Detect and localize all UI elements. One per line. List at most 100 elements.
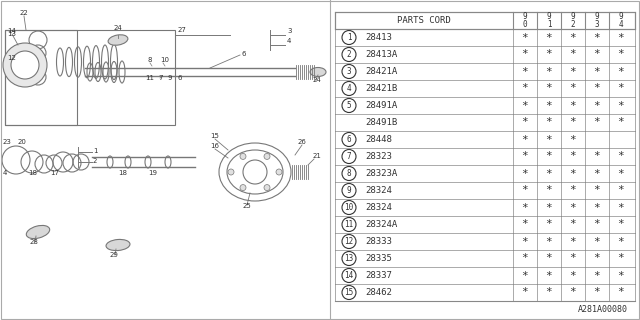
- Circle shape: [240, 185, 246, 191]
- Circle shape: [342, 149, 356, 164]
- Text: *: *: [522, 134, 529, 145]
- Circle shape: [342, 252, 356, 266]
- Text: 15: 15: [210, 133, 219, 139]
- Text: 28421A: 28421A: [365, 67, 397, 76]
- Text: *: *: [522, 100, 529, 110]
- Circle shape: [342, 65, 356, 78]
- Text: *: *: [594, 169, 600, 179]
- Text: 16: 16: [210, 143, 219, 149]
- Text: 23: 23: [3, 139, 12, 145]
- Text: *: *: [522, 186, 529, 196]
- Text: *: *: [594, 203, 600, 212]
- Text: A281A00080: A281A00080: [578, 305, 628, 314]
- Circle shape: [342, 183, 356, 197]
- Text: *: *: [522, 50, 529, 60]
- Text: *: *: [594, 151, 600, 162]
- Text: 28323: 28323: [365, 152, 392, 161]
- Text: 9
4: 9 4: [619, 12, 623, 29]
- Text: 22: 22: [20, 10, 29, 16]
- Text: *: *: [570, 134, 577, 145]
- Ellipse shape: [310, 68, 326, 76]
- Text: *: *: [546, 270, 552, 281]
- Text: PARTS CORD: PARTS CORD: [397, 16, 451, 25]
- Text: *: *: [618, 169, 625, 179]
- Circle shape: [342, 82, 356, 95]
- Text: *: *: [570, 117, 577, 127]
- Text: 4: 4: [347, 84, 351, 93]
- Text: 17: 17: [50, 170, 59, 176]
- Text: *: *: [570, 186, 577, 196]
- Bar: [335, 12, 635, 29]
- Text: *: *: [618, 117, 625, 127]
- Text: *: *: [546, 186, 552, 196]
- Circle shape: [264, 185, 270, 191]
- Text: *: *: [546, 50, 552, 60]
- Text: *: *: [522, 84, 529, 93]
- Text: *: *: [594, 220, 600, 229]
- Circle shape: [342, 201, 356, 214]
- Text: 28413A: 28413A: [365, 50, 397, 59]
- Text: 11: 11: [344, 220, 354, 229]
- Text: 10: 10: [160, 57, 169, 63]
- Text: 27: 27: [178, 27, 187, 33]
- Circle shape: [342, 132, 356, 147]
- Text: 8: 8: [148, 57, 152, 63]
- Text: *: *: [594, 270, 600, 281]
- Text: *: *: [522, 117, 529, 127]
- Text: *: *: [618, 100, 625, 110]
- Text: *: *: [570, 84, 577, 93]
- Text: 9: 9: [168, 75, 173, 81]
- Circle shape: [342, 285, 356, 300]
- Text: 13: 13: [344, 254, 354, 263]
- Text: *: *: [618, 203, 625, 212]
- Text: 28421B: 28421B: [365, 84, 397, 93]
- Text: *: *: [522, 33, 529, 43]
- Text: *: *: [618, 33, 625, 43]
- Circle shape: [276, 169, 282, 175]
- Text: *: *: [618, 67, 625, 76]
- Text: 28491A: 28491A: [365, 101, 397, 110]
- Text: 18: 18: [118, 170, 127, 176]
- Text: 11: 11: [145, 75, 154, 81]
- Text: *: *: [570, 33, 577, 43]
- Text: 14: 14: [344, 271, 354, 280]
- Text: *: *: [618, 287, 625, 298]
- Text: *: *: [546, 67, 552, 76]
- Text: 15: 15: [344, 288, 354, 297]
- Bar: [5, 30, 175, 125]
- Text: 12: 12: [7, 55, 16, 61]
- Text: *: *: [594, 33, 600, 43]
- Text: *: *: [570, 151, 577, 162]
- Text: *: *: [594, 67, 600, 76]
- Text: *: *: [522, 287, 529, 298]
- Circle shape: [228, 169, 234, 175]
- Text: *: *: [594, 84, 600, 93]
- Text: *: *: [570, 236, 577, 246]
- Text: 28337: 28337: [365, 271, 392, 280]
- Text: *: *: [522, 67, 529, 76]
- Text: *: *: [594, 117, 600, 127]
- Text: 28491B: 28491B: [365, 118, 397, 127]
- Text: *: *: [594, 100, 600, 110]
- Text: *: *: [546, 33, 552, 43]
- Text: *: *: [546, 151, 552, 162]
- Text: *: *: [570, 287, 577, 298]
- Text: 28462: 28462: [365, 288, 392, 297]
- Text: *: *: [570, 270, 577, 281]
- Text: 28324: 28324: [365, 186, 392, 195]
- Text: 6: 6: [347, 135, 351, 144]
- Text: *: *: [570, 67, 577, 76]
- Text: *: *: [546, 253, 552, 263]
- Text: 12: 12: [344, 237, 354, 246]
- Text: 9: 9: [347, 186, 351, 195]
- Text: *: *: [522, 220, 529, 229]
- Text: 21: 21: [313, 153, 322, 159]
- Circle shape: [264, 153, 270, 159]
- Text: *: *: [546, 117, 552, 127]
- Text: 7: 7: [347, 152, 351, 161]
- Circle shape: [342, 30, 356, 44]
- Text: 7: 7: [158, 75, 163, 81]
- Circle shape: [342, 47, 356, 61]
- Text: 4: 4: [3, 170, 8, 176]
- Text: *: *: [594, 253, 600, 263]
